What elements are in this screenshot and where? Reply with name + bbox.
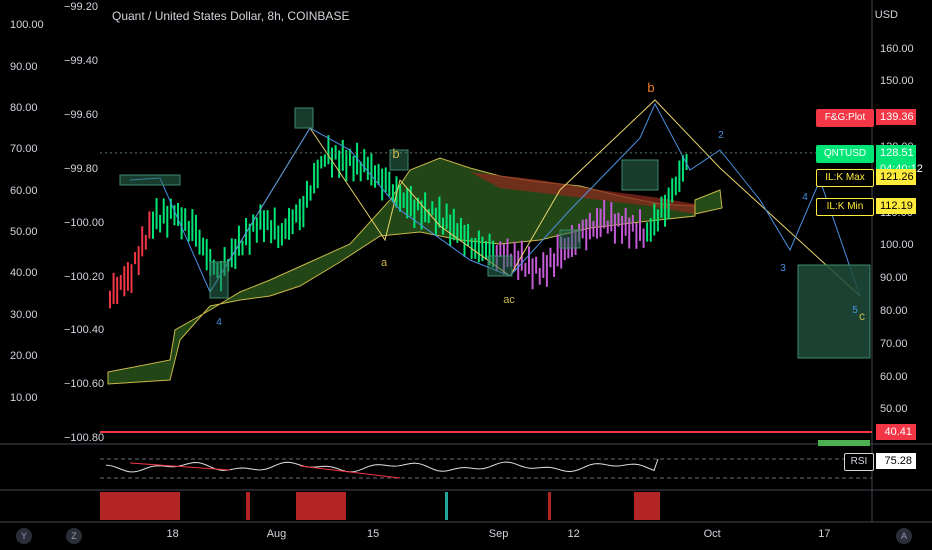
x-axis-tick: 18 [166, 528, 179, 540]
inner-axis-tick: −99.20 [64, 1, 98, 13]
right-axis-tick: 150.00 [880, 75, 914, 88]
zone-box [487, 255, 513, 277]
zone-box [294, 107, 314, 129]
zone-box [621, 159, 659, 191]
signal-block [246, 492, 250, 520]
wave-label: c [859, 309, 865, 323]
wave-label: b [647, 80, 654, 95]
left-axis-tick: 70.00 [10, 143, 38, 156]
x-axis-tick: Sep [488, 528, 509, 540]
rsi-label: RSI [844, 453, 874, 471]
inner-axis-tick: −100.20 [64, 270, 105, 283]
right-axis-tick: 70.00 [880, 337, 908, 350]
zone-box [209, 261, 229, 299]
x-axis-tick: Oct [703, 528, 721, 540]
left-axis-tick: 20.00 [10, 350, 38, 363]
price-tag-value: 139.36 [876, 109, 916, 126]
inner-axis-tick: −99.60 [64, 108, 98, 121]
signal-block [548, 492, 551, 520]
auto-scale-button[interactable]: A [896, 528, 912, 544]
x-axis-tick: 15 [366, 528, 380, 540]
rsi-divergence [129, 462, 231, 471]
right-axis-tick: 100.00 [880, 239, 914, 252]
right-axis-tick: 80.00 [880, 304, 908, 317]
inner-axis-tick: −100.60 [64, 378, 105, 391]
rsi-value: 75.28 [876, 453, 916, 469]
zone-box [559, 229, 581, 249]
inner-axis-tick: −99.40 [64, 54, 98, 67]
price-tag-label: F&G:Plot [816, 109, 874, 128]
left-axis-tick: 30.00 [10, 308, 38, 321]
inner-axis-tick: −99.80 [64, 162, 98, 175]
wave-label: 4 [802, 192, 808, 203]
right-axis-tick: 90.00 [880, 272, 908, 285]
scale-y-button[interactable]: Y [16, 528, 32, 544]
wave-projection [129, 102, 861, 297]
inner-axis-tick: −100.00 [64, 216, 105, 229]
zone-box [119, 174, 181, 186]
wave-label: ac [503, 294, 515, 306]
price-tag-label: QNTUSD [816, 144, 874, 163]
inner-axis-tick: −100.80 [64, 432, 105, 445]
wave-label: 5 [852, 305, 858, 316]
ichimoku-cloud-bearish [470, 172, 695, 214]
rsi-divergence [299, 465, 401, 479]
inner-axis-tick: −100.40 [64, 324, 105, 337]
target-zone-box [797, 264, 871, 359]
left-axis-tick: 60.00 [10, 184, 38, 197]
currency-label: USD [874, 9, 898, 21]
signal-block [100, 492, 180, 520]
right-axis-tick: 60.00 [880, 370, 908, 383]
price-tag-value: 121.26 [876, 168, 916, 185]
price-tag-label: IL:K Min [816, 198, 874, 217]
left-axis-tick: 50.00 [10, 226, 38, 239]
fg-plot-value: 40.41 [876, 424, 916, 440]
right-axis-tick: 50.00 [880, 403, 908, 416]
wave-label: 4 [216, 317, 222, 328]
scale-z-button[interactable]: Z [66, 528, 82, 544]
x-axis-tick: 17 [818, 528, 831, 540]
wave-zigzag [209, 99, 861, 297]
x-axis-tick: Aug [266, 528, 287, 540]
wave-label: a [381, 257, 388, 269]
ichimoku-cloud-future [694, 189, 723, 215]
signal-block [634, 492, 660, 520]
fg-plot-bar [818, 440, 870, 446]
price-tag-label: IL:K Max [816, 168, 874, 187]
price-tag-value: 112.19 [876, 198, 916, 215]
signal-block [296, 492, 346, 520]
chart-title: Quant / United States Dollar, 8h, COINBA… [112, 9, 350, 23]
price-tag-value: 128.51 [876, 144, 916, 161]
wave-label: 2 [718, 130, 724, 141]
zone-box [389, 149, 409, 171]
wave-label: b [392, 146, 399, 161]
left-axis-tick: 100.00 [10, 19, 44, 32]
left-axis-tick: 90.00 [10, 60, 38, 73]
rsi-line [105, 458, 659, 473]
right-axis-tick: 160.00 [880, 42, 914, 55]
left-axis-tick: 80.00 [10, 101, 38, 114]
left-axis-tick: 10.00 [10, 391, 38, 404]
left-axis-tick: 40.00 [10, 267, 38, 280]
signal-block-buy [445, 492, 448, 520]
wave-label: 3 [780, 263, 786, 274]
x-axis-tick: 12 [567, 528, 580, 540]
